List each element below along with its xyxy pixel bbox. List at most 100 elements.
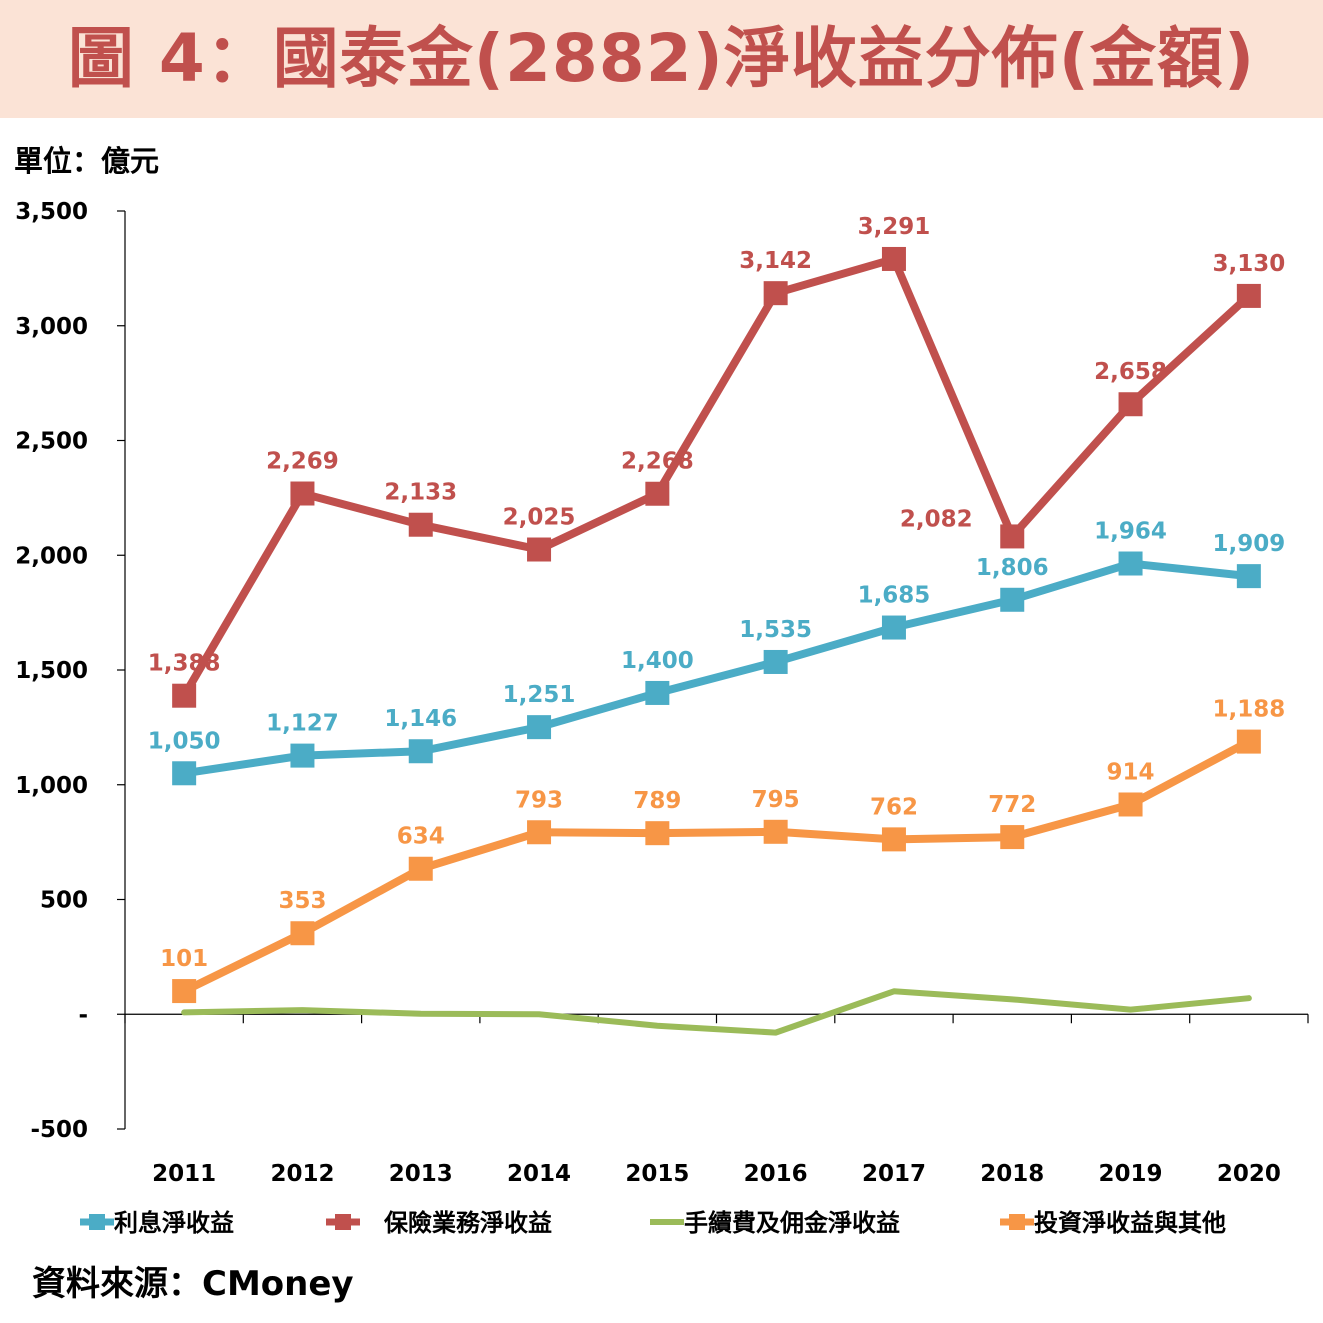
data-label: 1,685 <box>858 583 931 609</box>
data-point <box>1236 283 1261 308</box>
data-point <box>172 761 197 786</box>
data-label: 1,909 <box>1212 531 1285 557</box>
data-label: 1,535 <box>739 617 812 643</box>
legend-marker <box>1009 1214 1025 1230</box>
x-tick-label: 2015 <box>625 1161 689 1187</box>
x-tick-label: 2014 <box>507 1161 571 1187</box>
data-point <box>881 246 906 271</box>
legend-label: 手續費及佣金淨收益 <box>684 1209 900 1237</box>
data-point <box>290 921 315 946</box>
data-label: 3,291 <box>858 214 931 240</box>
data-label: 793 <box>515 787 563 813</box>
legend-marker <box>335 1214 351 1230</box>
unit-label: 單位：億元 <box>14 144 160 178</box>
data-point <box>763 281 788 306</box>
data-point <box>645 481 670 506</box>
data-point <box>1118 392 1143 417</box>
x-tick-label: 2018 <box>980 1161 1044 1187</box>
data-point <box>290 481 315 506</box>
data-label: 1,964 <box>1094 519 1167 545</box>
data-label: 1,050 <box>148 728 221 754</box>
y-tick-label: 2,000 <box>15 543 88 569</box>
data-label: 914 <box>1107 759 1155 785</box>
data-label: 2,025 <box>503 505 576 531</box>
x-tick-label: 2012 <box>270 1161 334 1187</box>
data-label: 1,388 <box>148 651 221 677</box>
legend-label: 利息淨收益 <box>114 1209 234 1237</box>
series-line <box>180 559 1253 778</box>
y-tick-label: 1,500 <box>15 658 88 684</box>
data-point <box>1000 524 1025 549</box>
chart-data-labels: 1,050 1,127 1,146 1,251 1,400 1,535 1,685 1,806… <box>148 214 1285 972</box>
data-point <box>645 821 670 846</box>
data-label: 772 <box>988 792 1036 818</box>
data-point <box>290 743 315 768</box>
data-point <box>527 537 552 562</box>
data-point <box>408 512 433 537</box>
x-tick-label: 2011 <box>152 1161 216 1187</box>
x-tick-label: 2020 <box>1217 1161 1281 1187</box>
legend-item: 手續費及佣金淨收益 <box>650 1209 900 1237</box>
x-tick-label: 2019 <box>1099 1161 1163 1187</box>
legend-item: 利息淨收益 <box>80 1209 234 1237</box>
data-label: 1,146 <box>384 706 457 732</box>
y-tick-label: 3,000 <box>15 314 88 340</box>
data-point <box>1118 551 1143 576</box>
series-1 <box>172 551 1261 786</box>
data-label: 2,082 <box>900 506 973 532</box>
data-point <box>763 819 788 844</box>
title-banner: 圖 4：國泰金(2882)淨收益分佈(金額) <box>0 0 1323 118</box>
data-point <box>1236 564 1261 589</box>
series-2 <box>172 246 1261 708</box>
data-point <box>172 979 197 1004</box>
data-point <box>645 680 670 705</box>
y-tick-label: - <box>78 1002 88 1028</box>
series-4 <box>172 729 1261 1004</box>
series-line <box>180 737 1253 996</box>
data-point <box>1236 729 1261 754</box>
data-label: 2,658 <box>1094 359 1167 385</box>
series-line <box>180 254 1253 700</box>
chart-title: 圖 4：國泰金(2882)淨收益分佈(金額) <box>67 20 1256 97</box>
legend-item: 保險業務淨收益 <box>326 1209 552 1237</box>
legend-label: 保險業務淨收益 <box>383 1209 552 1237</box>
chart-series <box>172 246 1261 1036</box>
data-label: 789 <box>633 788 681 814</box>
data-label: 762 <box>870 794 918 820</box>
data-point <box>527 820 552 845</box>
data-point <box>408 739 433 764</box>
data-point <box>763 649 788 674</box>
data-label: 1,400 <box>621 648 694 674</box>
data-point <box>527 715 552 740</box>
data-label: 634 <box>397 824 445 850</box>
data-label: 1,188 <box>1212 697 1285 723</box>
legend-marker <box>89 1214 105 1230</box>
series-line <box>181 988 1252 1036</box>
y-tick-label: 2,500 <box>15 429 88 455</box>
data-label: 1,251 <box>503 682 576 708</box>
chart-legend: 利息淨收益 保險業務淨收益 手續費及佣金淨收益 投資淨收益與其他 <box>80 1209 1226 1237</box>
data-label: 3,142 <box>739 248 812 274</box>
y-tick-label: 500 <box>40 888 88 914</box>
legend-item: 投資淨收益與其他 <box>1000 1209 1226 1237</box>
data-label: 353 <box>278 888 326 914</box>
y-tick-label: -500 <box>30 1117 88 1143</box>
x-tick-label: 2013 <box>389 1161 453 1187</box>
series-3 <box>181 988 1252 1036</box>
data-point <box>1118 792 1143 817</box>
chart-axes: -500-5001,0001,5002,0002,5003,0003,50020… <box>15 199 1309 1187</box>
data-point <box>1000 587 1025 612</box>
data-label: 1,806 <box>976 555 1049 581</box>
data-point <box>881 615 906 640</box>
y-tick-label: 1,000 <box>15 773 88 799</box>
data-point <box>881 827 906 852</box>
data-label: 101 <box>160 946 208 972</box>
x-tick-label: 2016 <box>744 1161 808 1187</box>
legend-label: 投資淨收益與其他 <box>1034 1209 1226 1237</box>
data-label: 2,133 <box>384 480 457 506</box>
data-label: 2,269 <box>266 449 339 475</box>
data-point <box>1000 825 1025 850</box>
data-label: 2,268 <box>621 449 694 475</box>
data-label: 1,127 <box>266 711 339 737</box>
